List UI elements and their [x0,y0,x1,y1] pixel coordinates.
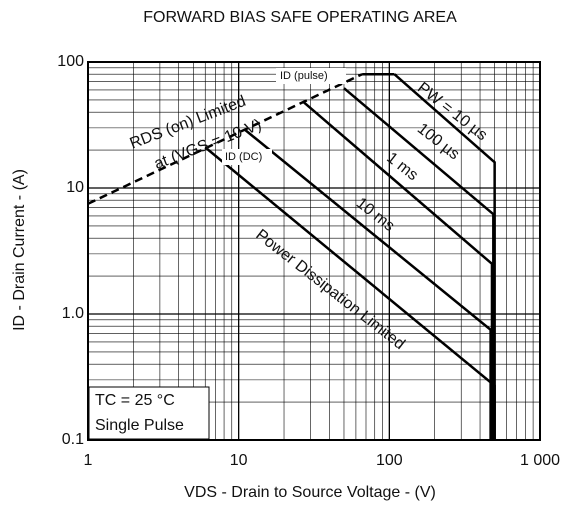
series-line [343,87,495,440]
note-box [88,386,210,440]
series-label: 10 ms [353,195,398,235]
annotation: ID (DC) [225,151,262,163]
chart-title: FORWARD BIAS SAFE OPERATING AREA [143,9,457,26]
x-tick-label: 1 000 [520,452,560,469]
y-tick-label: 100 [57,53,84,70]
series-line [204,146,496,440]
x-tick-label: 100 [376,452,403,469]
annotation: TC = 25 °C [95,392,175,409]
y-axis-label: ID - Drain Current - (A) [11,169,28,331]
series-line [393,73,496,440]
y-tick-label: 10 [66,179,84,196]
labels: PW = 10 µs 100 µs 1 ms 10 ms Power Dissi… [88,68,490,440]
y-tick-label: 0.1 [62,431,84,448]
series-label: Power Dissipation Limited [252,226,408,353]
label-bg [276,68,346,84]
label-bg [222,149,272,165]
x-axis-label: VDS - Drain to Source Voltage - (V) [184,484,436,501]
series-line [302,101,494,440]
plot-area [87,61,541,441]
y-tick-label: 1.0 [62,305,84,322]
series-line [87,73,363,205]
annotation: Single Pulse [95,417,184,434]
x-tick-label: 1 [84,452,93,469]
series-line [244,128,492,440]
x-tick-label: 10 [230,452,248,469]
plot-frame [87,61,541,441]
series-label: ID (pulse) [280,70,328,82]
